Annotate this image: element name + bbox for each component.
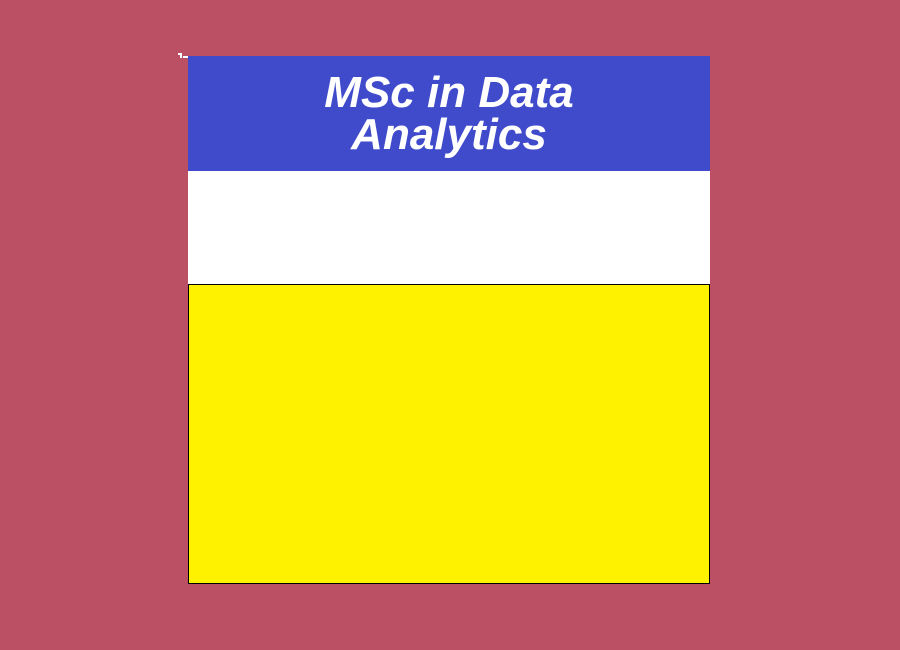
card-header: MSc in Data Analytics	[188, 56, 710, 171]
corner-artifact	[178, 53, 188, 59]
program-title: MSc in Data Analytics	[324, 67, 574, 159]
middle-panel	[188, 171, 710, 284]
program-card: MSc in Data Analytics	[188, 56, 710, 584]
bottom-panel	[188, 284, 710, 584]
